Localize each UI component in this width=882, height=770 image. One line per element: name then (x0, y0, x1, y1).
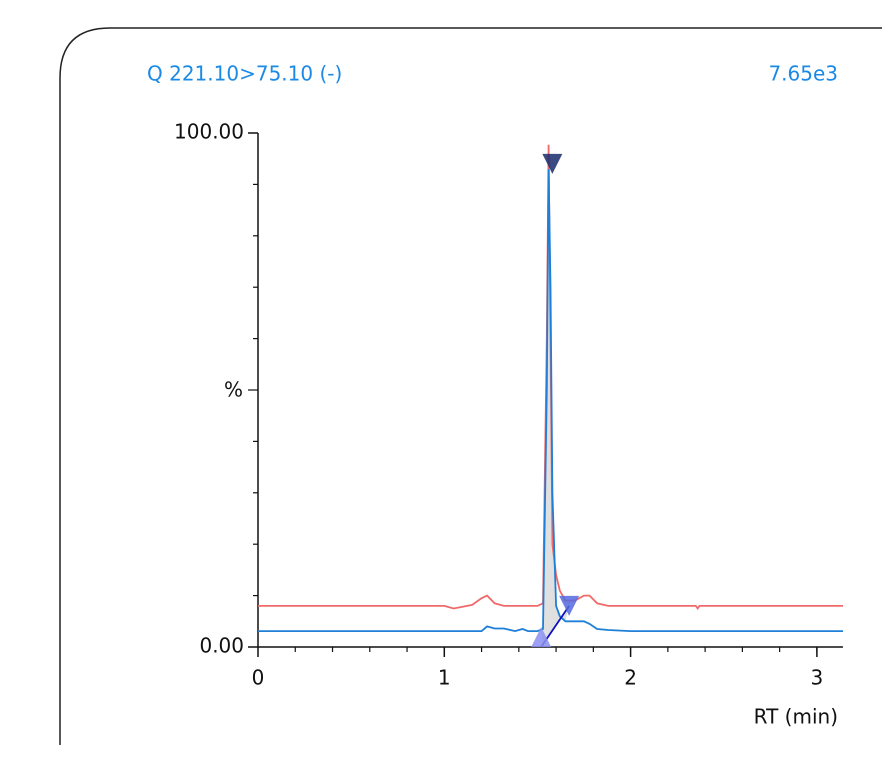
intensity: 7.65e3 (768, 62, 838, 86)
chart-title: Q 221.10>75.10 (-) (147, 62, 342, 86)
series-line (258, 168, 843, 633)
peak-end-marker (559, 595, 580, 616)
x-axis-label: RT (min) (754, 705, 838, 729)
y-tick-label: 0.00 (199, 634, 244, 658)
y-tick-label: 100.00 (174, 120, 244, 144)
x-tick-label: 3 (811, 666, 824, 690)
x-tick-label: 0 (252, 666, 265, 690)
y-axis-label: % (224, 378, 243, 402)
x-tick-label: 2 (624, 666, 637, 690)
panel-border (59, 27, 882, 745)
peak-apex-marker (542, 153, 563, 174)
x-tick-label: 1 (438, 666, 451, 690)
peak-start-marker (531, 627, 552, 647)
